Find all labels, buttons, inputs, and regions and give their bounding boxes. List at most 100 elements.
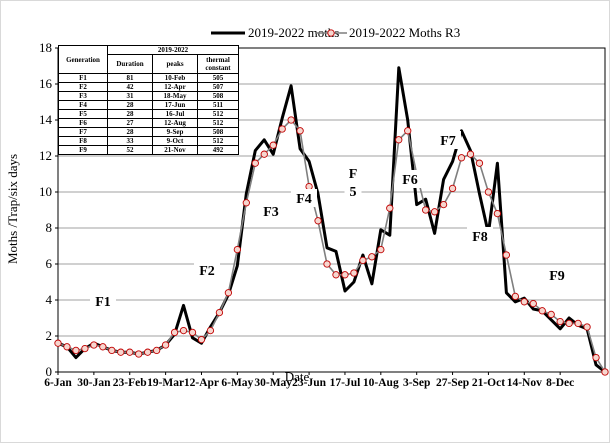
series-point-r3 — [179, 326, 188, 335]
series-point-r3 — [574, 319, 582, 328]
legend-label-r3: 2019-2022 Moths R3 — [349, 25, 460, 40]
series-line-r3 — [57, 118, 606, 373]
series-point-r3 — [260, 150, 268, 158]
annotation-bg — [397, 170, 423, 188]
generation-annotation: F8 — [472, 230, 488, 245]
annotation-bg — [344, 164, 362, 182]
series-point-r3 — [242, 199, 250, 207]
series-point-r3 — [493, 209, 502, 218]
series-point-r3 — [601, 368, 609, 376]
table-cell: F1 — [58, 73, 108, 83]
y-tick-label: 14 — [39, 112, 53, 127]
series-point-r3 — [368, 253, 376, 261]
series-point-r3 — [224, 289, 233, 297]
series-point-r3 — [81, 344, 89, 353]
series-point-r3 — [188, 328, 197, 337]
series-point-r3 — [126, 348, 134, 356]
table-row: F3 31 18-May 508 — [58, 91, 239, 101]
series-point-r3 — [332, 271, 340, 279]
x-tick-label: 12-Apr — [184, 377, 219, 389]
series-point-r3 — [99, 343, 107, 351]
y-tick-label: 0 — [46, 364, 53, 379]
annotation-bg — [291, 189, 317, 207]
generation-annotation: F1 — [95, 295, 111, 310]
plot-border — [57, 47, 606, 373]
y-tick-label: 4 — [46, 292, 53, 307]
annotation-bg — [344, 182, 362, 200]
x-axis-title: Date — [285, 369, 310, 384]
table-header-peaks: peaks — [152, 54, 198, 74]
table-body: F1 81 10-Feb 505 F2 42 12-Apr 507 F3 31 18-May 508 F… — [58, 73, 239, 155]
x-tick-label: 23-Feb — [113, 377, 147, 389]
table-cell: 508 — [197, 127, 239, 137]
table-header-group: 2019-2022 — [107, 45, 239, 55]
x-tick-label: 17-Jul — [330, 377, 361, 389]
y-tick-label: 2 — [46, 328, 53, 343]
series-point-r3 — [296, 127, 304, 135]
table-cell: F6 — [58, 118, 108, 128]
table-cell: 492 — [197, 145, 239, 155]
legend-swatch-r3-marker — [327, 29, 335, 37]
series-point-r3 — [278, 125, 286, 133]
series-point-r3 — [269, 141, 277, 149]
x-tick-label: 30-May — [254, 377, 292, 389]
table-cell: F4 — [58, 100, 108, 110]
table-cell: 9-Oct — [152, 136, 198, 146]
series-point-r3 — [466, 150, 475, 158]
generation-annotation: F6 — [402, 173, 418, 188]
series-point-r3 — [161, 341, 170, 349]
table-row: F1 81 10-Feb 505 — [58, 73, 239, 83]
table-row: F9 52 21-Nov 492 — [58, 145, 239, 155]
series-point-r3 — [108, 346, 116, 355]
y-tick-label: 10 — [39, 184, 52, 199]
series-point-r3 — [520, 298, 528, 306]
table-row: F4 28 17-Jun 511 — [58, 100, 239, 110]
generation-annotation: F — [349, 167, 358, 182]
table-cell: 33 — [107, 136, 153, 146]
series-point-r3 — [386, 204, 394, 212]
annotations: F1 F2 F3 F4 F 5 F6 F7 F8 F9 — [90, 131, 570, 310]
series-point-r3 — [341, 271, 349, 279]
generation-annotation: F3 — [263, 205, 279, 220]
series-point-r3 — [422, 206, 430, 214]
series-point-r3 — [54, 339, 62, 347]
y-axis-title: Moths /Trap/six days — [5, 154, 20, 264]
table-cell: 512 — [197, 109, 239, 119]
series-point-r3 — [170, 328, 179, 337]
series-point-r3 — [404, 127, 412, 135]
series-point-r3 — [144, 348, 152, 356]
series-point-r3 — [592, 353, 600, 362]
series-point-r3 — [457, 154, 466, 162]
annotation-bg — [90, 292, 116, 310]
x-tick-label: 27-Sep — [436, 377, 469, 389]
series-point-r3 — [547, 310, 555, 319]
table-cell: 18-May — [152, 91, 198, 101]
table-row: F7 28 9-Sep 508 — [58, 127, 239, 137]
annotation-bg — [194, 261, 220, 279]
series-point-r3 — [323, 260, 331, 268]
generation-annotation: F7 — [440, 134, 456, 149]
table-cell: F9 — [58, 145, 108, 155]
table-cell: 31 — [107, 91, 153, 101]
series-point-r3 — [152, 346, 161, 355]
table-cell: 10-Feb — [152, 73, 198, 83]
table-cell: F8 — [58, 136, 108, 146]
x-tick-label: 10-Aug — [363, 377, 399, 389]
series-point-r3 — [529, 299, 537, 308]
x-tick-label: 6-Jan — [44, 377, 72, 389]
annotation-bg — [467, 227, 493, 245]
series-point-r3 — [314, 217, 322, 225]
legend: 2019-2022 moths 2019-2022 Moths R3 — [211, 25, 460, 40]
generation-annotation: F4 — [296, 192, 312, 207]
series-point-r3 — [117, 348, 125, 356]
series-point-r3 — [448, 184, 457, 193]
x-tick-label: 23-Jun — [292, 377, 326, 389]
generation-annotation: F2 — [199, 264, 215, 279]
table-header-duration: Duration — [107, 54, 153, 74]
table-cell: F3 — [58, 91, 108, 101]
series-point-r3 — [377, 245, 385, 254]
series-point-r3 — [135, 350, 143, 358]
table-row: F5 28 16-Jul 512 — [58, 109, 239, 119]
series-point-r3 — [565, 319, 573, 328]
